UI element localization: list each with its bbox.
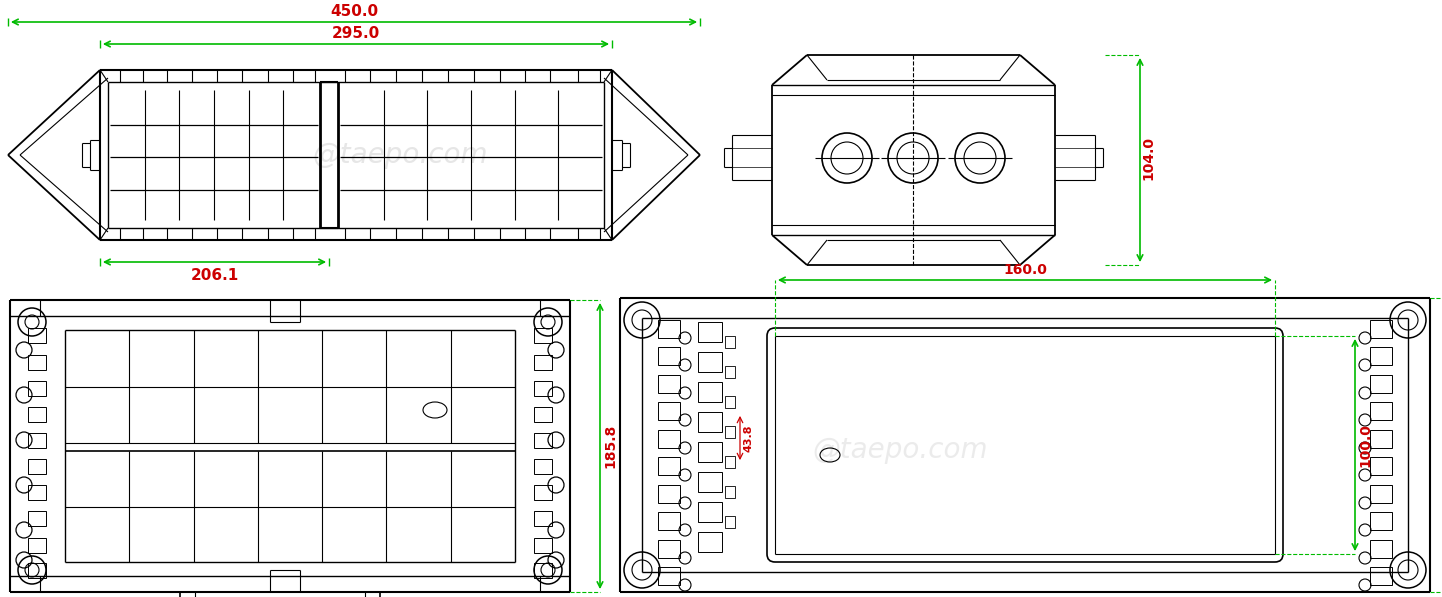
Bar bbox=[534, 433, 552, 448]
Text: 160.0: 160.0 bbox=[1004, 263, 1047, 277]
Bar bbox=[534, 485, 552, 500]
Bar bbox=[725, 516, 735, 528]
Bar bbox=[534, 407, 552, 422]
Bar bbox=[658, 375, 681, 393]
Text: @taepo.com: @taepo.com bbox=[313, 141, 487, 169]
Text: 450.0: 450.0 bbox=[330, 5, 378, 20]
Bar bbox=[27, 381, 46, 396]
Bar bbox=[534, 459, 552, 474]
Text: 206.1: 206.1 bbox=[190, 269, 238, 284]
Bar bbox=[27, 459, 46, 474]
Bar bbox=[725, 426, 735, 438]
Bar bbox=[725, 486, 735, 498]
Bar bbox=[1370, 485, 1392, 503]
Bar bbox=[725, 396, 735, 408]
Bar bbox=[1370, 567, 1392, 585]
Text: 295.0: 295.0 bbox=[332, 26, 381, 42]
Bar bbox=[27, 355, 46, 370]
Bar bbox=[27, 538, 46, 553]
Bar bbox=[658, 320, 681, 338]
Text: 185.8: 185.8 bbox=[603, 424, 617, 468]
Bar bbox=[1370, 402, 1392, 420]
Bar bbox=[725, 456, 735, 468]
Text: 104.0: 104.0 bbox=[1141, 136, 1155, 180]
Bar bbox=[698, 322, 722, 342]
Bar bbox=[27, 328, 46, 343]
Bar bbox=[658, 485, 681, 503]
Bar bbox=[658, 540, 681, 558]
Bar bbox=[534, 355, 552, 370]
Bar bbox=[698, 532, 722, 552]
Bar bbox=[534, 328, 552, 343]
Bar bbox=[1370, 540, 1392, 558]
Bar bbox=[534, 563, 552, 578]
Text: 43.8: 43.8 bbox=[743, 424, 753, 452]
Bar bbox=[658, 457, 681, 475]
Text: @taepo.com: @taepo.com bbox=[812, 436, 988, 464]
Bar bbox=[658, 347, 681, 365]
Bar bbox=[698, 352, 722, 372]
Bar bbox=[658, 402, 681, 420]
Bar bbox=[698, 472, 722, 492]
Bar bbox=[1370, 512, 1392, 530]
Bar bbox=[1370, 320, 1392, 338]
Bar bbox=[27, 433, 46, 448]
Bar bbox=[27, 511, 46, 526]
Bar bbox=[698, 412, 722, 432]
Bar bbox=[698, 442, 722, 462]
Bar bbox=[27, 407, 46, 422]
Bar bbox=[658, 512, 681, 530]
Bar bbox=[534, 538, 552, 553]
Bar bbox=[27, 563, 46, 578]
Bar bbox=[1370, 457, 1392, 475]
Text: 100.0: 100.0 bbox=[1358, 423, 1371, 467]
Bar bbox=[698, 382, 722, 402]
Bar bbox=[658, 567, 681, 585]
Bar bbox=[725, 366, 735, 378]
Bar bbox=[534, 381, 552, 396]
Bar bbox=[1370, 430, 1392, 448]
Bar bbox=[27, 485, 46, 500]
Bar bbox=[534, 511, 552, 526]
Bar bbox=[658, 430, 681, 448]
Bar bbox=[698, 502, 722, 522]
Bar bbox=[725, 336, 735, 348]
Bar bbox=[1370, 375, 1392, 393]
Bar bbox=[1370, 347, 1392, 365]
